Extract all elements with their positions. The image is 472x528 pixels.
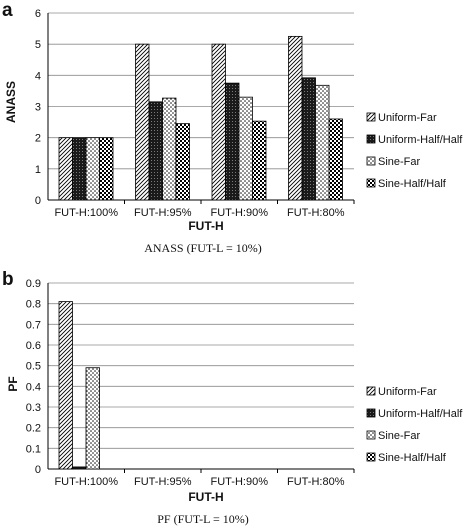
bar [148, 101, 163, 201]
y-axis-title: PF [6, 376, 20, 391]
legend-swatch [366, 408, 376, 418]
x-tick-label: FUT-H:100% [54, 207, 118, 219]
bar [328, 118, 343, 201]
panel-letter: a [2, 0, 13, 21]
y-tick-label: 0.4 [26, 381, 41, 393]
bar [238, 96, 253, 201]
bar [99, 137, 114, 201]
y-tick-label: 3 [35, 102, 41, 114]
legend-swatch [366, 178, 376, 188]
legend-label: Uniform-Half/Half [378, 408, 463, 420]
x-tick-label: FUT-H:90% [211, 476, 269, 488]
y-tick-label: 0.7 [26, 319, 41, 331]
y-tick-label: 4 [35, 70, 41, 82]
x-tick-label: FUT-H:95% [134, 476, 192, 488]
y-tick-label: 0.8 [26, 299, 41, 311]
x-tick-label: FUT-H:80% [287, 207, 345, 219]
legend-label: Sine-Far [378, 430, 421, 442]
legend-label: Sine-Far [378, 156, 421, 168]
y-axis-title: ANASS [4, 81, 18, 123]
x-axis-title: FUT-H [188, 490, 223, 504]
y-tick-label: 0.9 [26, 278, 41, 290]
bar [288, 35, 303, 201]
bar [135, 43, 150, 201]
bar [225, 82, 240, 201]
x-tick-label: FUT-H:90% [211, 207, 269, 219]
chart-caption: ANASS (FUT-L = 10%) [144, 241, 262, 255]
x-tick-label: FUT-H:100% [54, 476, 118, 488]
chart-caption: PF (FUT-L = 10%) [157, 512, 249, 526]
bar [162, 97, 177, 201]
legend-swatch [366, 452, 376, 462]
y-tick-label: 0 [35, 464, 41, 476]
y-tick-label: 0.2 [26, 423, 41, 435]
legend-swatch [366, 430, 376, 440]
y-tick-label: 0 [35, 195, 41, 207]
y-tick-label: 0.3 [26, 402, 41, 414]
bar [252, 120, 267, 201]
x-tick-label: FUT-H:95% [134, 207, 192, 219]
legend-swatch [366, 134, 376, 144]
legend-label: Sine-Half/Half [378, 178, 447, 190]
legend-label: Uniform-Half/Half [378, 134, 463, 146]
legend-swatch [366, 386, 376, 396]
legend-label: Uniform-Far [378, 386, 437, 398]
y-tick-label: 1 [35, 164, 41, 176]
y-tick-label: 6 [35, 8, 41, 20]
legend-swatch [366, 112, 376, 122]
bar [301, 77, 316, 201]
bar [58, 301, 73, 470]
y-tick-label: 5 [35, 39, 41, 51]
bar [315, 84, 330, 201]
legend-swatch [366, 156, 376, 166]
legend: Uniform-Far Uniform-Half/Half Sine-Far Sine… [366, 112, 463, 190]
x-tick-label: FUT-H:80% [287, 476, 345, 488]
x-axis-title: FUT-H [188, 219, 223, 233]
y-tick-label: 2 [35, 133, 41, 145]
legend-label: Sine-Half/Half [378, 452, 447, 464]
y-tick-label: 0.6 [26, 340, 41, 352]
legend-label: Uniform-Far [378, 112, 437, 124]
y-tick-label: 0.5 [26, 361, 41, 373]
bar [58, 137, 73, 201]
bar [211, 43, 226, 201]
bar [72, 466, 87, 470]
chart-panel-b: b 0 0.1 0.2 0.3 0.4 0.5 0.6 0.7 0.8 0.9 FUT-H:100… [2, 269, 463, 526]
bar [72, 137, 87, 201]
bar [85, 367, 100, 470]
bar [175, 123, 190, 201]
panel-letter: b [2, 269, 14, 290]
legend: Uniform-Far Uniform-Half/Half Sine-Far Sine… [366, 386, 463, 464]
bar [85, 137, 100, 201]
y-tick-label: 0.1 [26, 443, 41, 455]
